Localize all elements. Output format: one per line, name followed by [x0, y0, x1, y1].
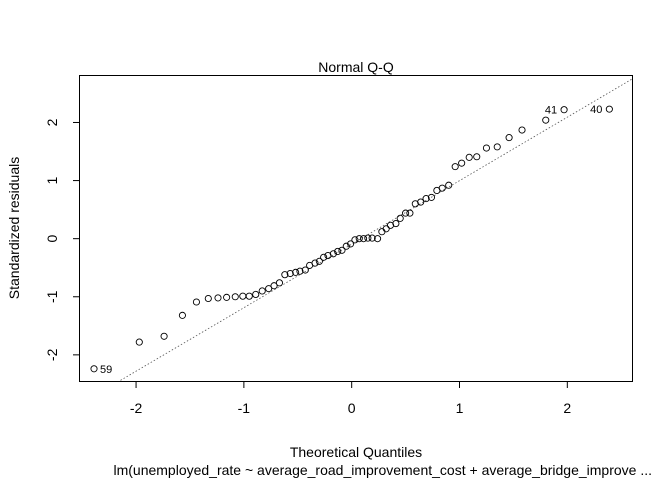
y-axis: -2 -1 0 1 2	[44, 118, 80, 361]
data-point	[292, 268, 300, 276]
data-point	[473, 153, 481, 161]
data-point	[286, 269, 294, 278]
data-point	[315, 257, 323, 265]
data-point	[445, 181, 453, 189]
data-point	[355, 235, 363, 243]
data-point	[320, 253, 328, 261]
data-point	[392, 220, 400, 228]
data-point	[542, 116, 550, 124]
data-point	[178, 311, 186, 319]
data-point	[493, 143, 501, 151]
data-point	[245, 292, 253, 300]
data-point	[364, 234, 372, 242]
data-point	[258, 287, 266, 295]
x-tick-label: -1	[238, 400, 251, 416]
data-point	[427, 193, 436, 201]
data-point	[214, 294, 222, 302]
data-point	[160, 332, 168, 340]
y-tick-label: -1	[44, 290, 60, 303]
qq-reference-line	[118, 78, 632, 381]
data-point	[265, 285, 273, 293]
data-point	[417, 198, 425, 206]
point-label: 59	[100, 364, 112, 376]
data-point	[342, 242, 350, 250]
data-point	[458, 159, 466, 167]
data-point	[482, 144, 491, 152]
data-point	[192, 298, 200, 306]
data-point	[359, 235, 368, 243]
data-point	[374, 235, 382, 243]
data-point	[438, 184, 446, 192]
data-point	[605, 105, 613, 113]
data-point	[338, 246, 346, 254]
data-point	[204, 294, 212, 303]
data-point	[406, 209, 414, 217]
model-subtitle: lm(unemployed_rate ~ average_road_improv…	[113, 462, 652, 478]
point-label: 41	[545, 105, 557, 117]
data-point	[296, 267, 304, 275]
data-point	[223, 293, 231, 301]
chart-title: Normal Q-Q	[318, 59, 394, 75]
data-point	[90, 365, 98, 373]
data-point	[270, 282, 278, 290]
data-point	[311, 259, 319, 267]
y-axis-title: Standardized residuals	[6, 157, 22, 299]
data-point	[560, 106, 568, 114]
point-label: 40	[590, 104, 602, 116]
data-point	[422, 195, 430, 203]
y-tick-label: 2	[44, 118, 60, 126]
data-point	[505, 134, 513, 142]
x-tick-label: 1	[456, 400, 464, 416]
data-point	[135, 338, 143, 346]
x-tick-label: 0	[348, 400, 356, 416]
data-point	[465, 153, 473, 161]
point-labels-layer: 59 41 40	[100, 104, 602, 376]
data-point	[402, 209, 410, 217]
data-point	[518, 126, 526, 134]
data-point	[281, 271, 289, 279]
data-point	[351, 236, 359, 244]
data-point	[252, 290, 260, 298]
y-tick-label: -2	[44, 348, 60, 361]
data-point	[368, 234, 376, 242]
data-point	[231, 293, 239, 301]
data-point	[382, 225, 390, 233]
x-axis: -2 -1 0 1 2	[130, 381, 571, 416]
data-point	[396, 214, 404, 222]
data-point	[451, 163, 459, 171]
data-point	[329, 250, 337, 258]
points-layer	[90, 105, 613, 373]
y-tick-label: 1	[44, 176, 60, 184]
data-point	[347, 240, 355, 248]
data-point	[334, 247, 342, 255]
reference-line-layer	[118, 78, 632, 381]
data-point	[301, 266, 309, 274]
x-tick-label: 2	[563, 400, 571, 416]
x-axis-title: Theoretical Quantiles	[290, 444, 422, 460]
x-tick-label: -2	[130, 400, 143, 416]
y-tick-label: 0	[44, 235, 60, 243]
data-point	[275, 279, 284, 287]
